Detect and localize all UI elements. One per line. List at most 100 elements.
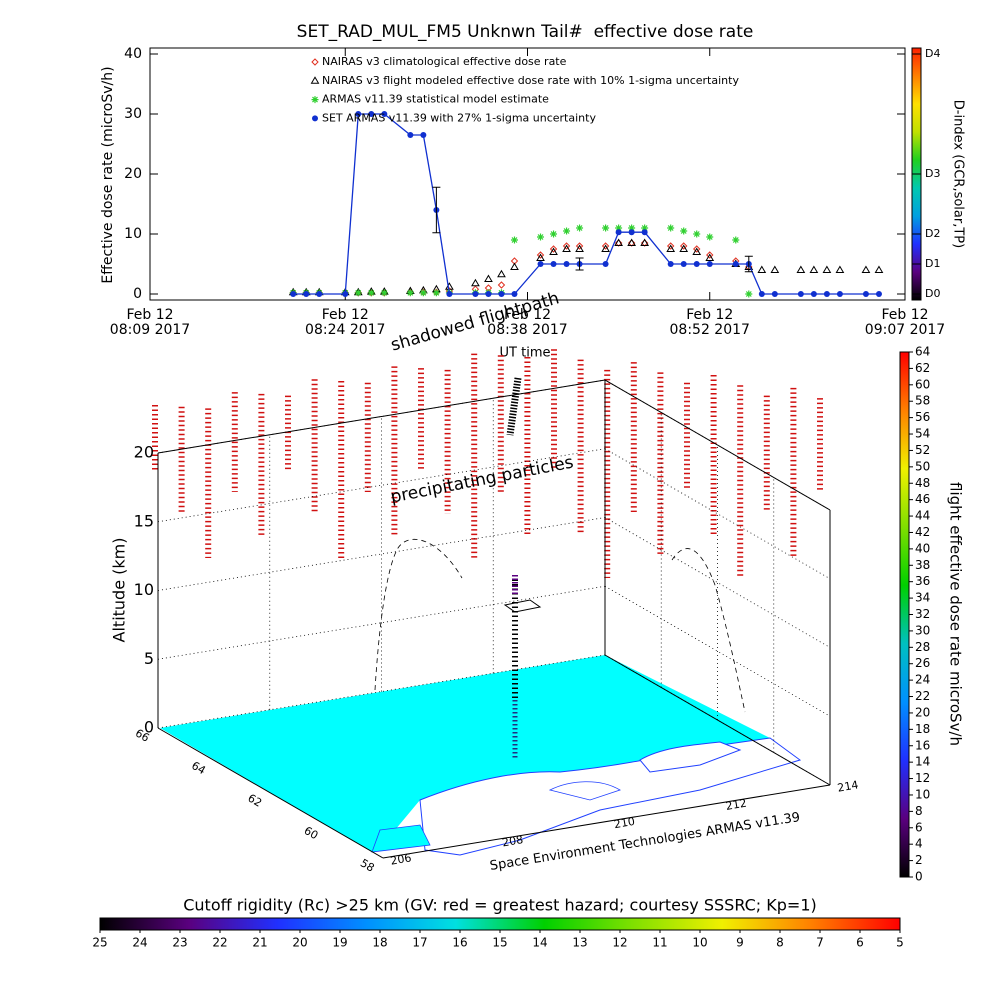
grid-line: [604, 448, 831, 580]
point: [510, 236, 518, 244]
colorbar-label: flight effective dose rate microSv/h: [947, 482, 965, 746]
point: [550, 261, 557, 267]
point: [770, 265, 780, 273]
point: [667, 261, 674, 267]
point: [511, 291, 518, 297]
point: [471, 278, 480, 287]
z-tick-label: 20: [134, 443, 154, 462]
point: [797, 291, 804, 297]
point: [563, 227, 571, 235]
x-tick-label: 08:24 2017: [305, 322, 385, 338]
colorbar-tick-label: 14: [915, 755, 930, 769]
point: [562, 244, 571, 252]
legend-marker: [312, 115, 318, 122]
colorbar-tick-label: 22: [212, 936, 227, 950]
y-tick-label: 62: [245, 791, 264, 809]
arc-left: [374, 538, 463, 691]
point: [614, 238, 623, 246]
point: [835, 265, 845, 273]
colorbar-tick-label: 56: [915, 410, 930, 424]
colorbar-tick-label: 18: [372, 936, 387, 950]
point: [641, 224, 649, 232]
point: [693, 230, 701, 238]
colorbar-tick-label: 40: [915, 541, 930, 555]
colorbar-tick-label: 20: [915, 705, 930, 719]
x-tick-label: Feb 12: [686, 307, 733, 323]
colorbar-tick-label: 62: [915, 361, 930, 375]
y-tick-label: 66: [133, 726, 152, 744]
legend-label: NAIRAS v3 climatological effective dose …: [322, 55, 567, 68]
point: [757, 265, 767, 273]
point: [536, 253, 545, 261]
point: [640, 238, 650, 246]
colorbar-tick-label: 44: [915, 509, 930, 523]
point: [419, 289, 427, 297]
point: [420, 132, 427, 138]
point: [354, 289, 362, 297]
point: [355, 111, 362, 117]
point: [666, 244, 676, 252]
point: [602, 261, 609, 267]
point: [537, 233, 545, 241]
point: [550, 230, 558, 238]
z-axis-label: Altitude (km): [110, 538, 129, 643]
point: [484, 274, 493, 282]
colorbar-tick-label: 26: [915, 656, 930, 670]
x-tick-label: 08:52 2017: [670, 322, 750, 338]
colorbar-tick-label: 6: [856, 936, 864, 950]
colorbar-label: D-index (GCR,solar,TP): [951, 100, 966, 248]
colorbar-tick-label: 5: [896, 936, 904, 950]
box-edge: [604, 654, 831, 786]
colorbar-tick-label: 30: [915, 623, 930, 637]
point: [706, 261, 713, 267]
point: [679, 244, 689, 252]
colorbar-tick-label: 36: [915, 574, 930, 588]
error-bar: [575, 257, 584, 271]
colorbar-tick-label: 16: [452, 936, 467, 950]
point: [563, 261, 570, 267]
colorbar-tick-label: 38: [915, 558, 930, 572]
point: [745, 290, 753, 298]
colorbar-tick-label: 14: [532, 936, 547, 950]
point: [822, 265, 832, 273]
colorbar-tick-label: 8: [776, 936, 784, 950]
box-edge: [604, 379, 831, 511]
colorbar-tick-label: D4: [925, 47, 940, 60]
point: [575, 242, 584, 250]
colorbar-tick-label: 24: [915, 673, 930, 687]
x-tick-label: 212: [725, 797, 748, 813]
colorbar-tick-label: 10: [915, 787, 930, 801]
x-tick-label: 08:09 2017: [110, 322, 190, 338]
point: [485, 291, 492, 297]
colorbar-tick-label: 48: [915, 476, 930, 490]
grid-line: [157, 517, 606, 591]
point: [368, 111, 375, 117]
map-island: [371, 824, 431, 853]
z-tick-label: 10: [134, 580, 154, 599]
point: [862, 291, 869, 297]
colorbar-tick-label: 12: [915, 771, 930, 785]
y-tick-label: 60: [302, 824, 321, 842]
x-tick-label: 210: [613, 815, 636, 831]
point: [290, 291, 297, 297]
aircraft-marker: [503, 599, 542, 613]
point: [510, 262, 519, 270]
colorbar-tick-label: 22: [915, 689, 930, 703]
point: [407, 132, 414, 138]
point: [316, 291, 323, 297]
colorbar-tick-label: 7: [816, 936, 824, 950]
point: [836, 291, 843, 297]
x-tick-label: Feb 12: [126, 307, 173, 323]
colorbar-tick-label: 28: [915, 640, 930, 654]
colorbar-tick-label: 19: [332, 936, 347, 950]
point: [367, 289, 375, 297]
colorbar-tick-label: 21: [252, 936, 267, 950]
point: [692, 247, 702, 255]
scene: [152, 349, 831, 859]
grid-line: [604, 517, 831, 648]
map-sea: [160, 655, 770, 852]
point: [693, 245, 701, 253]
legend-marker: [310, 76, 320, 84]
box-edge: [157, 727, 384, 859]
